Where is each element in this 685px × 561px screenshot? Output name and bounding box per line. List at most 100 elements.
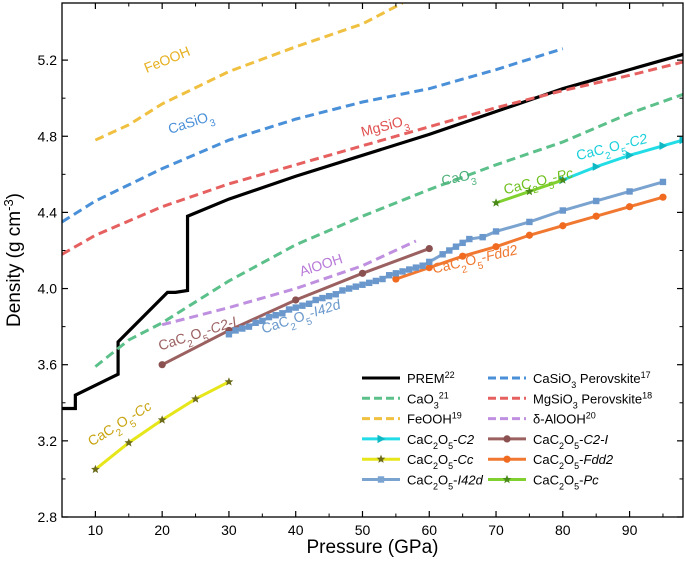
legend-i42d-phase: I42d [458, 473, 484, 488]
data-point-fdd2 [559, 222, 567, 230]
annotation-fdd2-dash: - [480, 249, 488, 266]
annotation-cc-sub: 2 [114, 426, 125, 439]
data-point-i42d [492, 228, 500, 235]
x-tick-label: 60 [421, 522, 437, 538]
data-point-i42d [419, 262, 426, 269]
legend-casio3-sup: 17 [641, 370, 651, 380]
legend-item-pc: CaC2O5-Pc [488, 473, 599, 492]
data-point-i42d [299, 302, 306, 309]
annotation-fdd2-main: CaC [431, 255, 462, 277]
annotation-i42d-sub2: 5 [305, 316, 314, 328]
annotation-c2-sub: 2 [604, 150, 612, 162]
data-point-fdd2 [659, 193, 667, 201]
data-point-fdd2 [625, 203, 634, 211]
annotation-pc-phase: Pc [555, 165, 575, 184]
data-point-fdd2 [459, 252, 467, 260]
legend-mgsio3-tail: Perovskite [578, 391, 642, 406]
legend-mgsio3-main: MgSiO [533, 391, 573, 406]
legend-cc-mid: O [438, 452, 448, 467]
data-point-i42d [312, 296, 319, 304]
data-point-i42d [265, 313, 273, 321]
annotation-c2-mid: O [607, 137, 622, 155]
y-tick-label: 3.6 [38, 357, 58, 373]
annotation-cao3-main: CaO [440, 167, 472, 189]
data-point-c2i [158, 361, 166, 369]
legend-marker-fdd2 [503, 455, 511, 463]
legend-pc-mid: O [564, 473, 574, 488]
data-point-c2i [425, 244, 433, 253]
annotation-casio3-main: CaSiO [166, 109, 210, 137]
legend-label-c2: CaC2O5-C2 [407, 432, 475, 451]
data-point-i42d [372, 277, 380, 285]
data-point-i42d [526, 218, 533, 226]
series-feooh [94, 3, 404, 142]
data-point-i42d [339, 287, 346, 294]
data-point-cc [157, 415, 167, 424]
series-casio3 [62, 47, 564, 224]
legend-cao3-sup: 21 [439, 390, 449, 400]
annotation-fdd2-sub2: 5 [477, 260, 485, 272]
legend-casio3-sub: 3 [571, 380, 576, 390]
annotation-c2i-mid: O [188, 324, 203, 343]
legend-c2i-sub: 2 [559, 441, 564, 451]
data-point-fdd2 [392, 275, 400, 283]
legend-cao3-sub: 3 [434, 400, 439, 410]
legend-i42d-mid: O [438, 473, 448, 488]
annotation-c2-phase: C2 [628, 130, 649, 150]
data-point-fdd2 [525, 231, 534, 239]
y-tick-label: 4.8 [38, 128, 58, 144]
legend-label-feooh: FeOOH19 [407, 411, 462, 427]
annotation-pc-sub: 2 [532, 184, 540, 196]
data-point-i42d [259, 317, 266, 325]
annotation-cao3-sub: 3 [470, 176, 478, 188]
y-tick-label: 3.2 [38, 433, 58, 449]
legend-alooh-sup: 20 [586, 411, 596, 421]
legend-item-prem: PREM22 [362, 370, 455, 386]
data-point-i42d [559, 207, 567, 214]
legend-item-feooh: FeOOH19 [362, 411, 462, 427]
legend-i42d-main: CaC [407, 473, 433, 488]
legend-c2-main: CaC [407, 432, 433, 447]
annotation-i42d-main: CaC [259, 313, 291, 337]
data-point-i42d [446, 247, 453, 254]
data-point-i42d [325, 292, 333, 300]
legend-casio3-tail: Perovskite [576, 371, 640, 386]
legend-label-alooh: δ-AlOOH20 [533, 411, 596, 427]
data-point-i42d [385, 272, 393, 279]
series-i42d [225, 178, 667, 338]
legend-cc-sub2: 5 [448, 461, 453, 471]
series-layer [62, 3, 683, 474]
series-line-casio3 [62, 47, 564, 224]
legend-label-mgsio3: MgSiO3 Perovskite18 [533, 390, 652, 410]
data-point-i42d [412, 264, 420, 271]
legend-prem-main: PREM [407, 371, 445, 386]
annotation-cc-main: CaC [85, 421, 117, 449]
annotation-pc-mid: O [534, 171, 549, 189]
x-tick-label: 30 [221, 522, 237, 538]
annotation-cao3: CaO3 [440, 166, 479, 194]
legend-marker-c2 [377, 434, 386, 444]
annotation-cc: CaC2O5-Cc [85, 397, 157, 453]
y-tick-label: 4.4 [38, 204, 58, 220]
legend-fdd2-main: CaC [533, 452, 559, 467]
legend-cc-sub: 2 [433, 461, 438, 471]
series-line-mgsio3 [62, 60, 683, 256]
series-line-prem [62, 52, 683, 411]
legend-c2-sub: 2 [433, 441, 438, 451]
data-point-i42d [252, 319, 259, 327]
series-alooh [161, 239, 417, 327]
data-point-i42d [245, 323, 253, 330]
legend-fdd2-sub2: 5 [574, 461, 579, 471]
data-point-i42d [459, 239, 466, 247]
data-point-i42d [626, 188, 633, 195]
data-point-pc [558, 175, 568, 184]
data-point-i42d [399, 268, 406, 275]
data-point-fdd2 [492, 243, 500, 251]
annotation-mgsio3-sub: 3 [403, 122, 412, 134]
legend-label-casio3: CaSiO3 Perovskite17 [533, 370, 651, 390]
legend-cc-dash: - [453, 452, 457, 467]
annotation-c2i-sub2: 5 [202, 333, 211, 345]
data-point-fdd2 [425, 264, 433, 272]
legend-c2i-mid: O [564, 432, 574, 447]
